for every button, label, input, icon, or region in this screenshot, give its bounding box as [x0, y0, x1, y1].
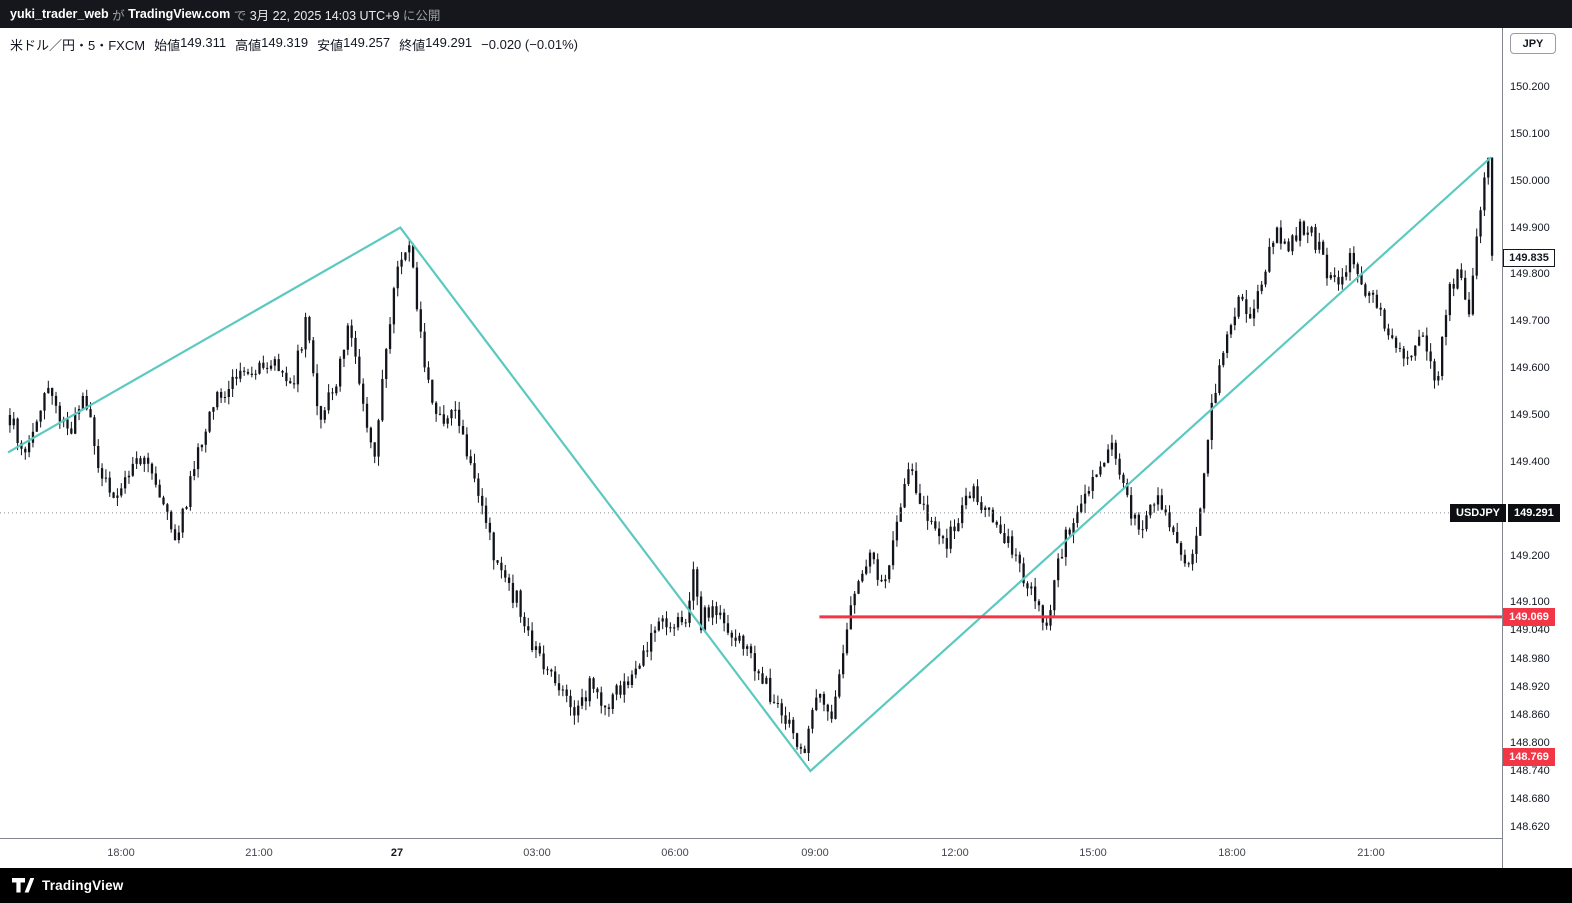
currency-unit-button[interactable]: JPY [1510, 33, 1556, 54]
publish-datetime: 3月 22, 2025 14:03 UTC+9 [249, 8, 400, 23]
price-tick-label: 148.740 [1510, 765, 1550, 777]
time-tick-label: 15:00 [1079, 847, 1107, 859]
time-tick-label: 21:00 [1357, 847, 1385, 859]
price-tick-label: 149.040 [1510, 624, 1550, 636]
price-chart[interactable] [0, 28, 1502, 838]
price-tick-label: 149.800 [1510, 268, 1550, 280]
high-readout: 高値 149.319 [235, 35, 309, 53]
publish-particle: が [108, 8, 129, 23]
publisher-username-link[interactable]: yuki_trader_web [10, 7, 109, 21]
open-readout: 始値 149.311 [154, 35, 227, 53]
time-tick-label: 03:00 [523, 847, 551, 859]
close-readout: 終値 149.291 [399, 35, 473, 53]
tradingview-brand-link[interactable]: TradingView [42, 878, 124, 893]
brand-footer: TradingView [0, 868, 1572, 903]
price-tick-label: 148.800 [1510, 737, 1550, 749]
time-tick-label: 27 [390, 847, 404, 859]
candle-bodies [8, 157, 1494, 754]
price-tick-label: 149.500 [1510, 409, 1550, 421]
time-tick-label: 09:00 [801, 847, 829, 859]
time-tick-label: 18:00 [1218, 847, 1246, 859]
time-axis[interactable]: 18:00 21:00 27 03:00 06:00 09:00 12:00 15:00 18:… [0, 838, 1502, 868]
price-tick-label: 149.700 [1510, 315, 1550, 327]
price-tick-label: 148.680 [1510, 793, 1550, 805]
price-tick-label: 149.600 [1510, 362, 1550, 374]
zigzag-trend-line[interactable] [7, 156, 1492, 773]
price-axis[interactable]: JPY 150.200 150.100 150.000 149.900 149.800 1… [1502, 28, 1572, 868]
tradingview-site-link[interactable]: TradingView.com [128, 7, 231, 21]
publish-particle: で [230, 8, 250, 23]
price-tick-label: 150.200 [1510, 81, 1550, 93]
low-readout: 安値 149.257 [317, 35, 391, 53]
change-readout: −0.020 (−0.01%) [481, 37, 579, 52]
price-tick-label: 149.400 [1510, 456, 1550, 468]
price-tick-label: 148.920 [1510, 681, 1550, 693]
publish-suffix: に公開 [399, 8, 441, 23]
price-tick-label: 150.000 [1510, 175, 1550, 187]
time-tick-label: 12:00 [941, 847, 969, 859]
time-tick-label: 06:00 [661, 847, 689, 859]
price-tick-label: 149.900 [1510, 222, 1550, 234]
time-tick-label: 18:00 [107, 847, 135, 859]
price-tick-label: 148.980 [1510, 653, 1550, 665]
publish-bar: yuki_trader_web が TradingView.com で 3月 2… [0, 0, 1572, 28]
price-tick-label: 148.620 [1510, 821, 1550, 833]
tradingview-logo-icon[interactable] [12, 878, 34, 893]
price-tick-label: 149.200 [1510, 550, 1550, 562]
time-tick-label: 21:00 [245, 847, 273, 859]
price-tick-label: 149.100 [1510, 596, 1550, 608]
symbol-description: 米ドル／円・5・FXCM [10, 38, 146, 53]
price-tick-label: 150.100 [1510, 128, 1550, 140]
chart-legend: 米ドル／円・5・FXCM 始値 149.311 高値 149.319 安値 149.2… [10, 35, 578, 54]
price-tick-label: 148.860 [1510, 709, 1550, 721]
chart-pane: 米ドル／円・5・FXCM 始値 149.311 高値 149.319 安値 149.2… [0, 28, 1572, 868]
